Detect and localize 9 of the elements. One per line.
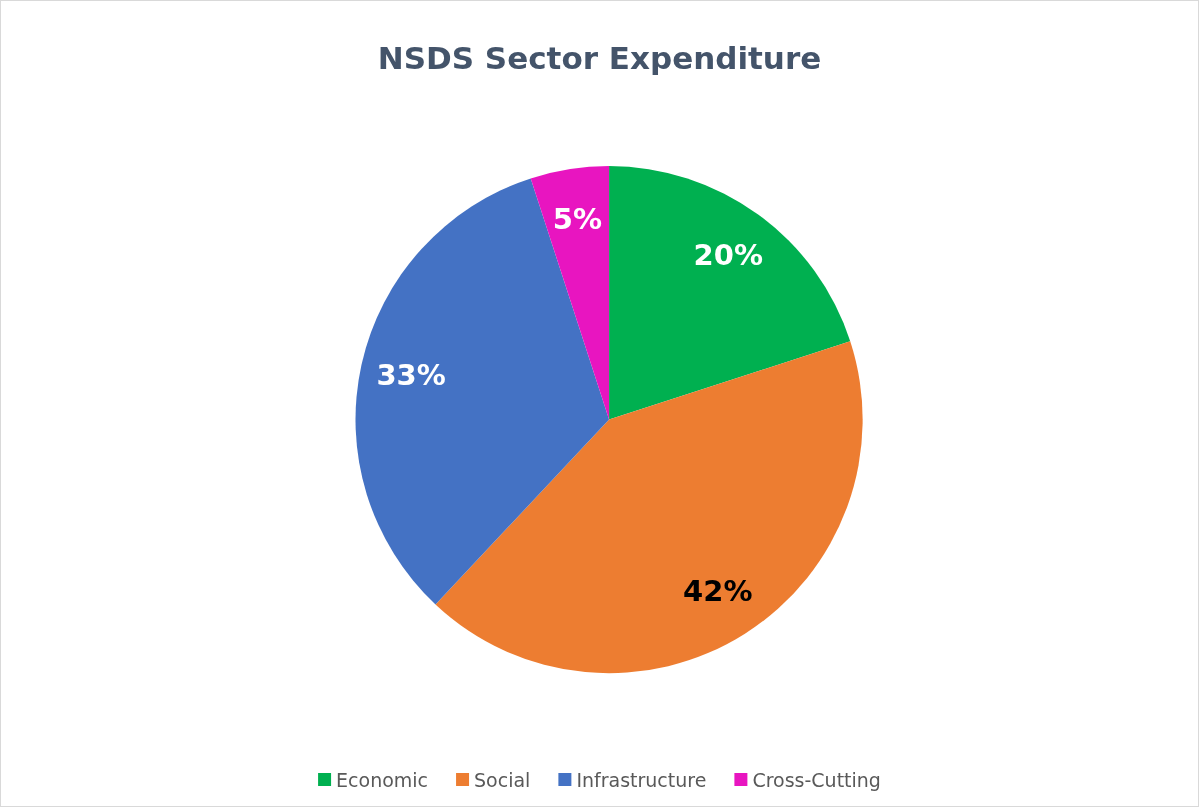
legend-label: Economic (336, 768, 429, 791)
legend-label: Social (474, 768, 531, 791)
data-label: 5% (552, 202, 602, 237)
data-label: 42% (683, 573, 753, 608)
chart-title: NSDS Sector Expenditure (377, 39, 822, 76)
data-label: 20% (693, 238, 764, 273)
legend-label: Cross-Cutting (752, 768, 881, 791)
data-label: 33% (376, 358, 446, 393)
legend-label: Infrastructure (576, 768, 707, 791)
